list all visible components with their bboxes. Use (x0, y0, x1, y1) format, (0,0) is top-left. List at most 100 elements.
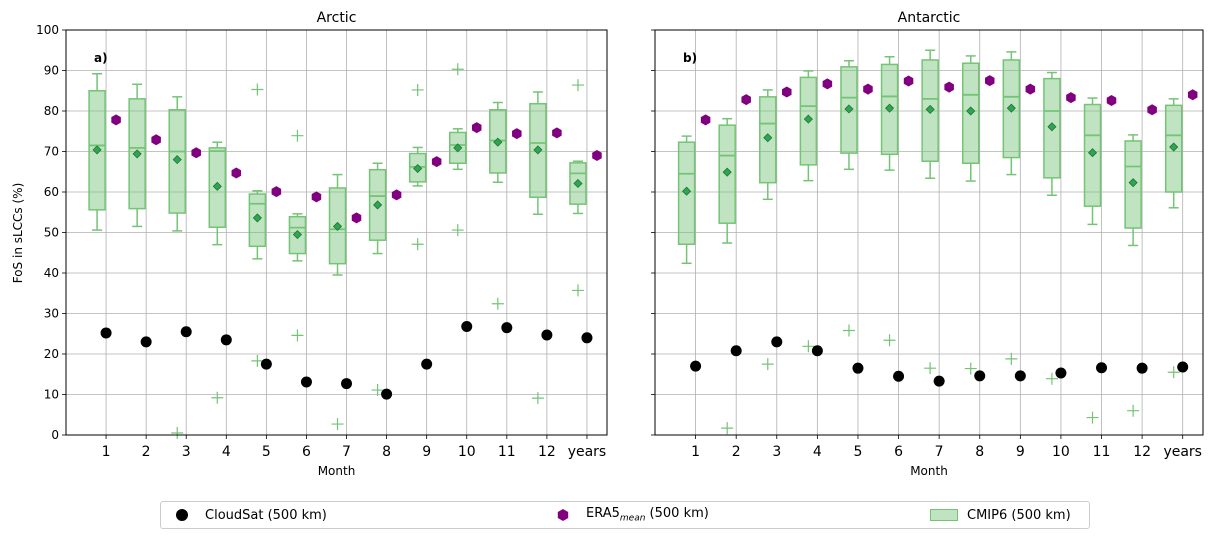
era5-point (431, 156, 442, 168)
cmip6-mean-marker (682, 186, 692, 196)
era5-point (1025, 83, 1036, 95)
cmip6-outlier (883, 334, 896, 347)
y-tick-label: 10 (44, 388, 59, 402)
cmip6-outlier (571, 79, 584, 92)
x-tick-label: 5 (262, 444, 271, 460)
cmip6-mean-marker (252, 213, 262, 223)
cmip6-mean-marker (1047, 122, 1057, 132)
cmip6-box (1002, 51, 1021, 365)
cmip6-mean-marker (925, 104, 935, 114)
cmip6-box (168, 96, 186, 439)
x-tick-label: 12 (1133, 444, 1151, 460)
cmip6-outlier (531, 392, 544, 405)
cmip6-mean-marker (453, 143, 463, 153)
cmip6-outlier (291, 329, 304, 342)
cloudsat-point (893, 370, 905, 382)
era5-point (741, 94, 751, 106)
era5-point (903, 75, 914, 87)
y-tick-label: 50 (44, 226, 59, 240)
era5-hexagon-icon (557, 509, 569, 521)
x-tick-label: 3 (182, 444, 191, 460)
cloudsat-point (140, 336, 152, 348)
cmip6-outlier (1005, 352, 1018, 365)
cmip6-mean-marker (172, 155, 182, 165)
cmip6-outlier (802, 340, 815, 353)
cloudsat-point (300, 376, 312, 388)
cmip6-box (529, 91, 547, 405)
panel-label: a) (94, 51, 108, 65)
cmip6-mean-marker (722, 167, 732, 177)
cmip6-mean-marker (413, 163, 423, 174)
y-tick-label: 70 (44, 145, 59, 159)
cmip6-box (328, 173, 347, 431)
cmip6-mean-marker (966, 106, 976, 116)
x-tick-label: 5 (854, 444, 863, 460)
cmip6-outlier (251, 83, 264, 96)
cmip6-outlier (251, 354, 264, 367)
cmip6-mean-marker (292, 229, 303, 240)
x-tick-label: 4 (222, 444, 231, 460)
cmip6-mean-marker (373, 200, 383, 210)
cmip6-mean-marker (884, 103, 895, 113)
cloudsat-point (421, 358, 433, 370)
era5-point (1066, 92, 1076, 104)
y-axis-label: FoS in sLCCs (%) (11, 183, 25, 284)
cmip6-mean-marker (844, 104, 854, 114)
era5-point (271, 186, 282, 198)
legend-item-era5: ERA5mean (500 km) (548, 502, 709, 528)
cloudsat-point (341, 378, 353, 390)
era5-point (191, 147, 201, 159)
cmip6-box (408, 83, 427, 251)
cloudsat-point (100, 327, 112, 339)
legend-label-cmip6: CMIP6 (500 km) (967, 507, 1071, 523)
cmip6-outlier (411, 83, 424, 96)
era5-point (351, 212, 362, 224)
x-tick-label: 4 (813, 444, 822, 460)
cmip6-outlier (964, 362, 977, 375)
cloudsat-point (1177, 361, 1189, 373)
cmip6-outlier (924, 362, 937, 375)
cloudsat-point (381, 388, 393, 400)
x-tick-label: 7 (342, 444, 351, 460)
cmip6-mean-marker (763, 133, 773, 143)
cmip6-box (840, 60, 858, 337)
x-tick-label: 1 (102, 444, 111, 460)
y-tick-label: 20 (44, 347, 59, 361)
x-tick-label: 10 (1052, 444, 1070, 460)
y-tick-label: 30 (44, 307, 59, 321)
cmip6-outlier (211, 391, 224, 404)
era5-point (822, 78, 833, 90)
cmip6-outlier (1127, 404, 1140, 417)
x-tick-label: 7 (935, 444, 944, 460)
x-tick-label: 1 (691, 444, 700, 460)
era5-point (471, 122, 482, 134)
cloudsat-point (260, 358, 272, 370)
cmip6-box (1043, 71, 1061, 385)
legend-item-cloudsat: CloudSat (500 km) (167, 502, 327, 528)
x-tick-label: 11 (1093, 444, 1111, 460)
era5-point (984, 75, 995, 87)
era5-point (111, 114, 121, 126)
cmip6-box (368, 162, 387, 397)
y-tick-label: 80 (44, 104, 59, 118)
x-tick-label: 9 (1016, 444, 1025, 460)
x-axis-label: Month (910, 464, 948, 478)
cmip6-outlier (451, 63, 464, 76)
cmip6-box (288, 129, 307, 342)
cloudsat-point (1096, 362, 1108, 374)
cmip6-box (248, 83, 267, 367)
cmip6-box-patch-icon (930, 509, 958, 521)
cloudsat-point (501, 322, 513, 334)
x-tick-label: 3 (772, 444, 781, 460)
cloudsat-point (690, 360, 702, 372)
cloudsat-point (852, 362, 864, 374)
cloudsat-point (220, 334, 232, 346)
cmip6-outlier (411, 238, 424, 251)
cmip6-mean-marker (1169, 142, 1179, 152)
x-tick-label: 9 (422, 444, 431, 460)
cloudsat-marker-icon (176, 509, 188, 521)
x-axis-label: Month (318, 464, 356, 478)
y-tick-label: 0 (51, 428, 59, 442)
cloudsat-point (541, 329, 553, 341)
